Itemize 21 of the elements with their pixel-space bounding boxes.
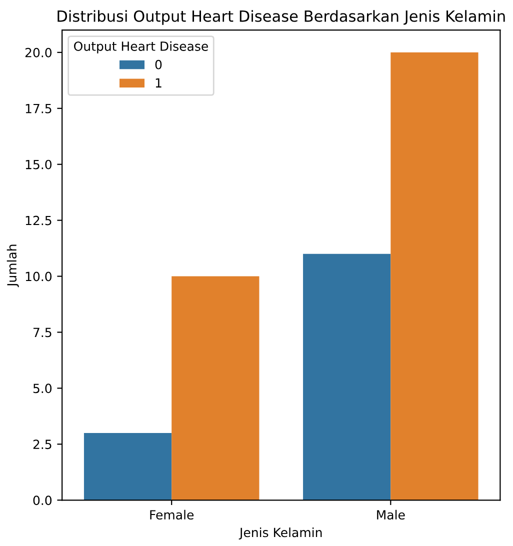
legend-label: 1	[156, 78, 162, 88]
bar	[390, 52, 478, 500]
x-tick-label: Female	[150, 510, 194, 520]
y-axis-title: Jumlah	[6, 244, 19, 288]
x-axis-title: Jenis Kelamin	[238, 528, 322, 540]
y-tick-label: 7.5	[33, 328, 52, 338]
y-tick-label: 20.0	[25, 48, 52, 58]
legend-label: 0	[155, 60, 162, 70]
y-tick-label: 15.0	[26, 160, 52, 170]
x-tick-label: Male	[377, 510, 405, 520]
y-tick-label: 0.0	[33, 496, 52, 506]
y-tick-label: 2.5	[33, 440, 52, 450]
bar	[84, 432, 172, 500]
bar	[303, 254, 391, 500]
y-tick-label: 12.5	[26, 216, 52, 226]
y-tick-label: 17.5	[26, 104, 52, 114]
chart-title: Distribusi Output Heart Disease Berdasarkan Jenis Kelamin	[58, 10, 505, 25]
y-tick-label: 5.0	[33, 384, 52, 394]
legend-title: Output Heart Disease	[74, 41, 208, 54]
y-tick-label: 10.0	[26, 272, 52, 282]
bar	[172, 276, 260, 500]
